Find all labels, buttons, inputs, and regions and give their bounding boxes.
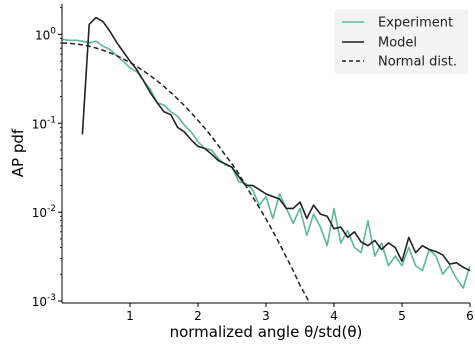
series-line-model [81, 16, 470, 272]
legend-label-normal-dist: Normal dist. [378, 55, 457, 70]
x-tick-label: 5 [398, 309, 406, 323]
legend-box [334, 9, 468, 74]
series-layer [62, 16, 470, 303]
legend: Experiment Model Normal dist. [334, 9, 468, 74]
y-tick-label: 10-3 [32, 293, 56, 309]
y-tick-label: 10-1 [32, 115, 56, 131]
y-tick-label: 10-2 [32, 204, 56, 220]
x-tick-label: 1 [126, 309, 134, 323]
x-tick-label: 2 [194, 309, 202, 323]
tick-layer: 1 2 3 4 5 6 100 10-1 10-2 10-3 [32, 7, 474, 323]
series-line-experiment [62, 38, 470, 289]
x-tick-label: 6 [466, 309, 474, 323]
x-axis-label: normalized angle θ/std(θ) [170, 323, 363, 341]
legend-label-experiment: Experiment [378, 16, 453, 31]
series-line-normal-dist [62, 42, 310, 303]
y-axis-label: AP pdf [9, 128, 27, 177]
x-tick-label: 3 [262, 309, 270, 323]
y-tick-label: 100 [35, 26, 56, 42]
x-tick-label: 4 [330, 309, 338, 323]
legend-label-model: Model [378, 36, 417, 51]
